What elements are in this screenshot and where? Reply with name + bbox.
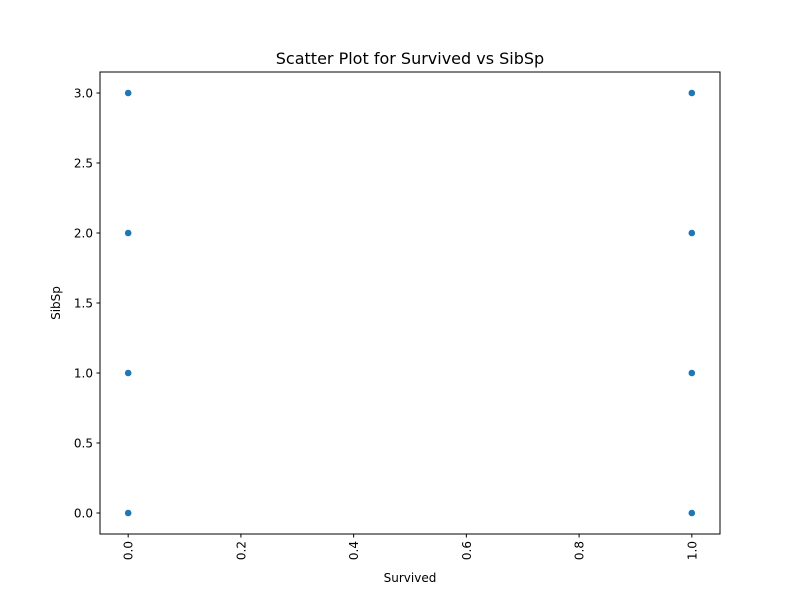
x-axis-label: Survived <box>384 571 437 585</box>
y-tick-label: 1.0 <box>74 367 93 381</box>
scatter-point <box>124 369 133 377</box>
y-tick-label: 3.0 <box>74 87 93 101</box>
chart-title: Scatter Plot for Survived vs SibSp <box>276 49 544 68</box>
y-tick-label: 2.5 <box>74 157 93 171</box>
x-tick-label: 0.0 <box>122 541 136 560</box>
x-tick-label: 0.8 <box>573 541 587 560</box>
x-tick-label: 0.6 <box>460 541 474 560</box>
y-tick-label: 1.5 <box>74 297 93 311</box>
y-tick-label: 2.0 <box>74 227 93 241</box>
y-axis-ticks: 0.0 0.5 1.0 1.5 2.0 2.5 3.0 <box>74 87 100 521</box>
scatter-point <box>687 89 696 97</box>
scatter-point <box>124 229 133 237</box>
scatter-point <box>687 509 696 517</box>
y-tick-label: 0.0 <box>74 507 93 521</box>
scatter-point <box>124 509 133 517</box>
scatter-point <box>687 229 696 237</box>
plot-area-frame <box>99 71 721 535</box>
data-points <box>124 89 696 517</box>
scatter-point <box>124 89 133 97</box>
scatter-point <box>687 369 696 377</box>
x-tick-label: 1.0 <box>685 541 699 560</box>
x-tick-label: 0.4 <box>347 541 361 560</box>
x-tick-label: 0.2 <box>234 541 248 560</box>
x-axis-ticks: 0.0 0.2 0.4 0.6 0.8 1.0 <box>122 534 699 560</box>
y-axis-label: SibSp <box>49 286 63 320</box>
y-tick-label: 0.5 <box>74 437 93 451</box>
